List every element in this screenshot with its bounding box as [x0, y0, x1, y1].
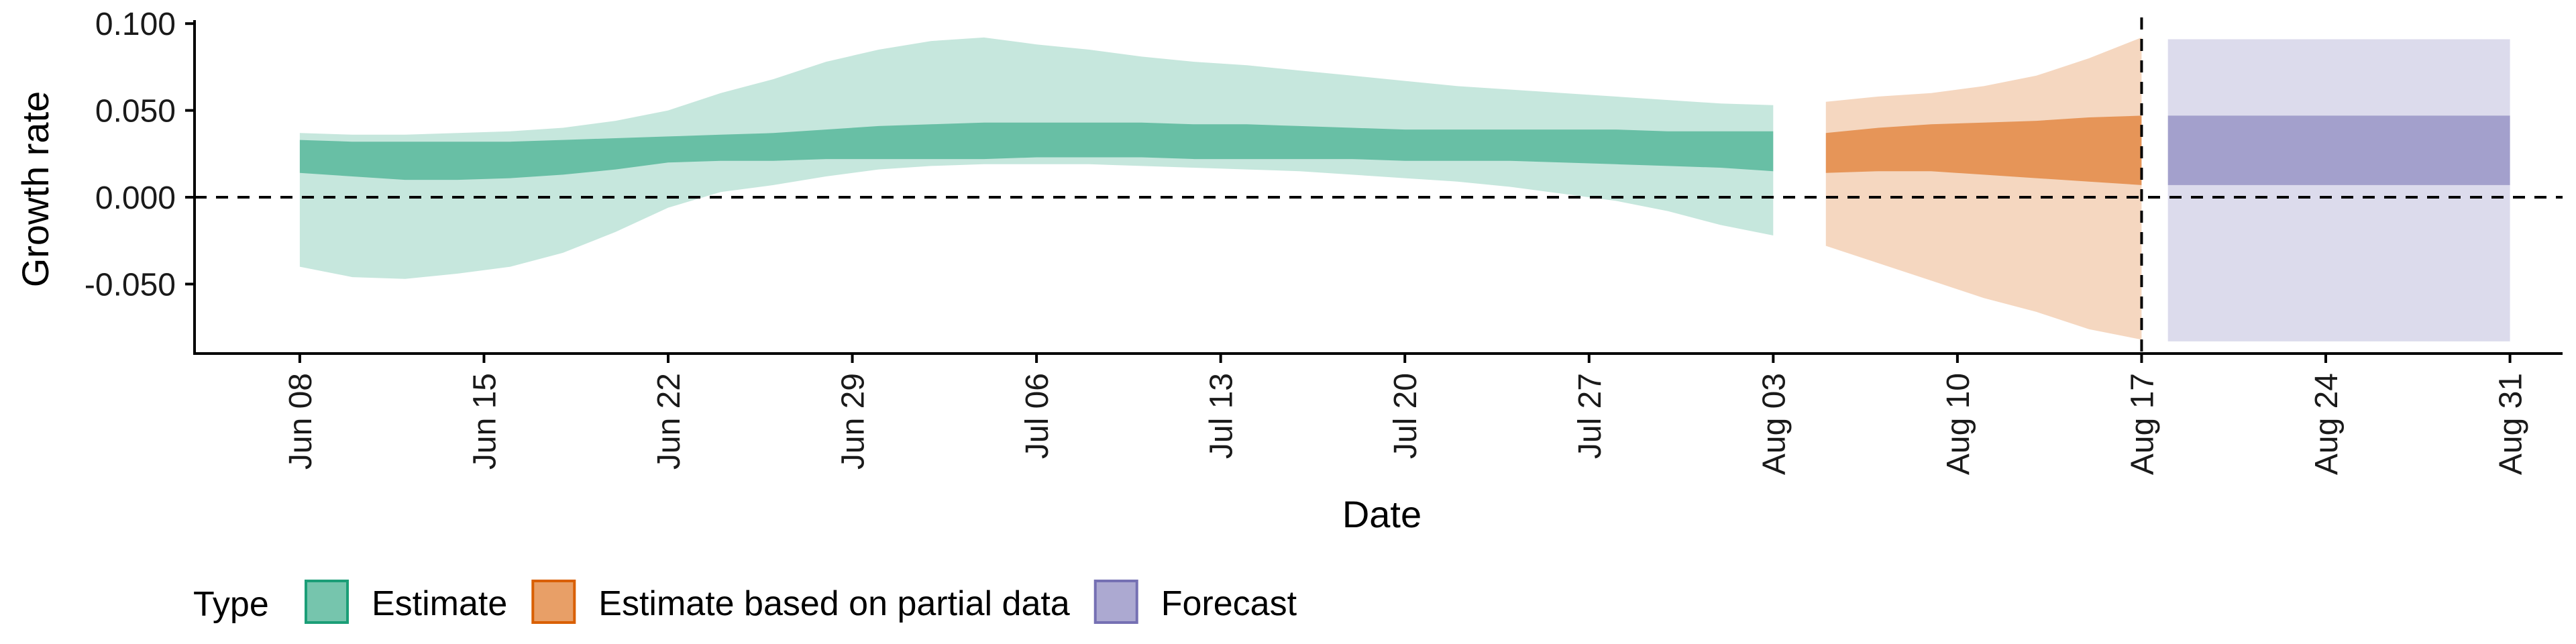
reference-lines [195, 17, 2563, 354]
estimate-band-50 [299, 122, 1774, 180]
x-tick-label: Aug 03 [1756, 373, 1792, 475]
y-ticks: 0.100 0.050 0.000 -0.050 [85, 7, 195, 303]
y-tick-label: 0.050 [95, 94, 176, 129]
x-ticks: Jun 08 Jun 15 Jun 22 Jun 29 Jul 06 Jul 13 Jul … [283, 354, 2529, 475]
x-tick-label: Aug 24 [2309, 373, 2345, 475]
y-tick-label: 0.000 [95, 180, 176, 216]
x-axis-title: Date [1342, 493, 1421, 535]
x-tick-label: Aug 31 [2493, 373, 2529, 475]
legend-swatch [305, 580, 349, 624]
x-tick-label: Jun 08 [283, 373, 319, 470]
axes [193, 20, 2563, 355]
x-tick-label: Jun 29 [836, 373, 871, 470]
legend-title: Type [193, 585, 269, 624]
forecast-band-50 [2167, 115, 2510, 185]
estimate-band-90 [299, 37, 1774, 279]
x-tick-label: Jul 20 [1388, 373, 1424, 459]
estimate-based-on-partial-data-band-90 [1825, 37, 2142, 340]
x-tick-label: Jun 15 [467, 373, 502, 470]
forecast-band-90 [2167, 39, 2510, 341]
legend-swatch [1093, 580, 1138, 624]
x-tick-label: Aug 17 [2125, 373, 2160, 475]
x-tick-label: Jun 22 [651, 373, 687, 470]
y-axis-title: Growth rate [14, 91, 56, 288]
y-tick-label: -0.050 [85, 267, 176, 303]
x-tick-label: Jul 27 [1572, 373, 1608, 459]
estimate-based-on-partial-data-band-50 [1825, 115, 2142, 185]
legend: Type Estimate Estimate based on partial d… [193, 580, 1297, 624]
y-tick-label: 0.100 [95, 7, 176, 42]
legend-label: Estimate [372, 584, 507, 623]
legend-label: Forecast [1161, 584, 1297, 623]
x-tick-label: Jul 13 [1204, 373, 1240, 459]
legend-swatch [531, 580, 576, 624]
ribbon-layer [299, 37, 2510, 341]
x-tick-label: Jul 06 [1020, 373, 1055, 459]
legend-label: Estimate based on partial data [598, 584, 1070, 623]
x-tick-label: Aug 10 [1941, 373, 1976, 475]
